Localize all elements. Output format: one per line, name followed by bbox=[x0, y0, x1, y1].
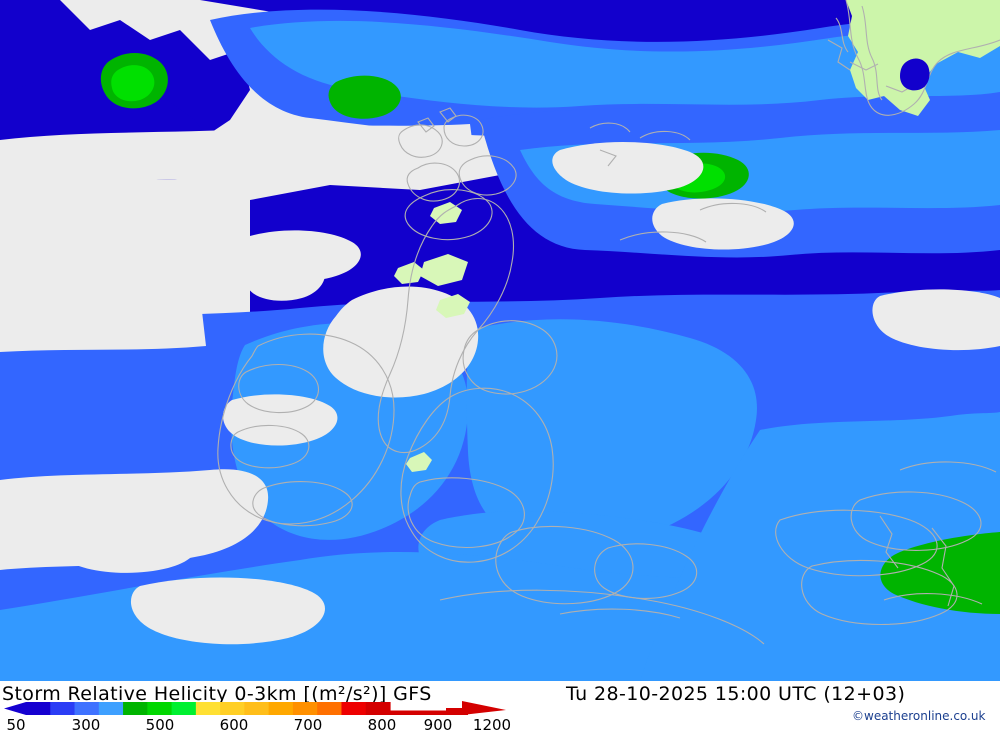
colorbar-swatch bbox=[317, 702, 343, 715]
helicity-contour-field bbox=[0, 0, 1000, 681]
colorbar-high-arrow bbox=[462, 701, 506, 715]
copyright-label: ©weatheronline.co.uk bbox=[852, 709, 986, 723]
valid-time-label: Tu 28-10-2025 15:00 UTC (12+03) bbox=[566, 683, 906, 705]
colorbar-overflow-bar bbox=[446, 708, 468, 715]
colorbar-swatch bbox=[147, 702, 173, 715]
colorbar-swatch bbox=[268, 702, 294, 715]
land-highland-patches bbox=[394, 202, 470, 472]
colorbar-swatch bbox=[98, 702, 124, 715]
colorbar-tick-label: 1200 bbox=[473, 716, 511, 733]
colorbar-tick-label: 800 bbox=[368, 716, 397, 733]
colorbar-swatch bbox=[365, 702, 391, 715]
colorbar[interactable]: 50 300 500 600 700 800 900 1200 bbox=[0, 701, 520, 733]
colorbar-overflow-bar bbox=[390, 710, 446, 715]
colorbar-svg[interactable]: 50 300 500 600 700 800 900 1200 bbox=[0, 701, 520, 733]
map-footer: Storm Relative Helicity 0-3km [(m²/s²)] … bbox=[0, 681, 1000, 733]
weather-map-canvas[interactable] bbox=[0, 0, 1000, 681]
colorbar-swatch bbox=[292, 702, 318, 715]
colorbar-tick-label: 50 bbox=[6, 716, 25, 733]
colorbar-tick-label: 500 bbox=[146, 716, 175, 733]
colorbar-swatch bbox=[341, 702, 367, 715]
land-scotland-lowvalue bbox=[0, 124, 1000, 645]
colorbar-tick-label: 300 bbox=[72, 716, 101, 733]
colorbar-tick-label: 900 bbox=[424, 716, 453, 733]
colorbar-swatch bbox=[244, 702, 270, 715]
colorbar-tick-label: 600 bbox=[220, 716, 249, 733]
colorbar-swatch bbox=[74, 702, 100, 715]
colorbar-low-arrow bbox=[4, 702, 26, 715]
inland-helicity-blob bbox=[900, 58, 930, 91]
fill-band-500 bbox=[100, 53, 1000, 614]
legend-title: Storm Relative Helicity 0-3km [(m²/s²)] … bbox=[2, 683, 432, 705]
colorbar-swatch bbox=[171, 702, 197, 715]
coastline-outlines bbox=[217, 0, 1000, 645]
colorbar-swatches bbox=[4, 701, 506, 715]
colorbar-tick-labels: 50 300 500 600 700 800 900 1200 bbox=[6, 716, 511, 733]
colorbar-tick-label: 700 bbox=[294, 716, 323, 733]
colorbar-swatch bbox=[123, 702, 148, 715]
colorbar-swatch bbox=[26, 702, 51, 715]
land-scandinavia bbox=[846, 0, 1000, 116]
colorbar-swatch bbox=[50, 702, 76, 715]
colorbar-swatch bbox=[195, 702, 221, 715]
colorbar-swatch bbox=[220, 702, 245, 715]
